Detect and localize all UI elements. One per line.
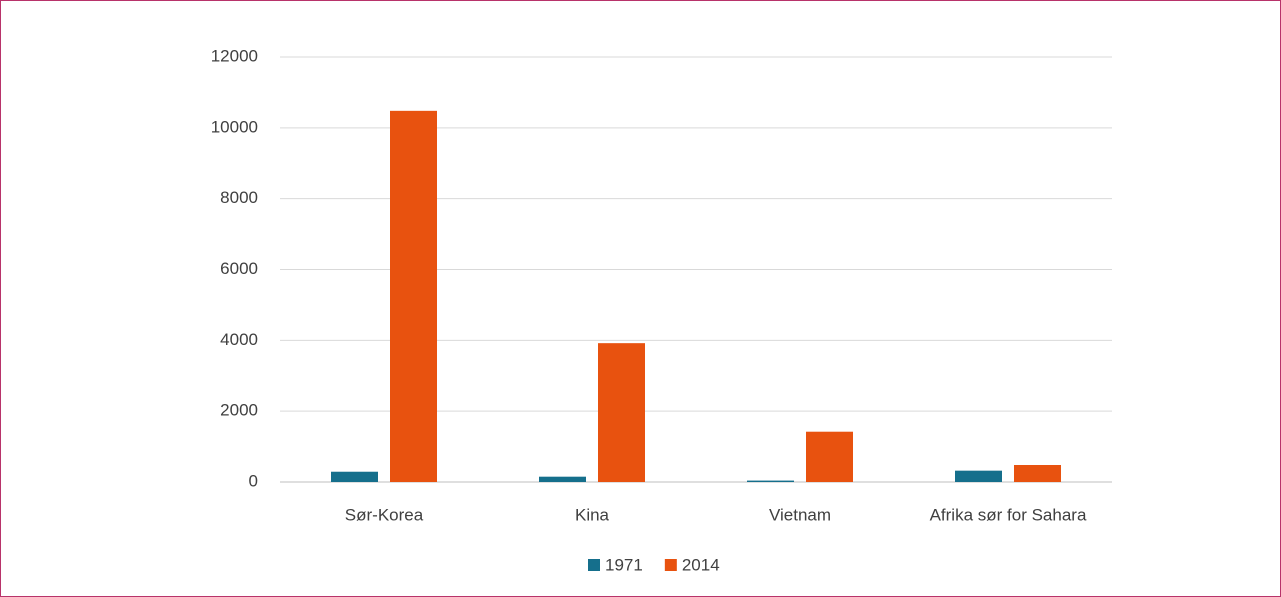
bar	[598, 343, 645, 482]
y-tick-label: 6000	[220, 259, 258, 278]
legend-swatch	[664, 559, 677, 571]
bar	[331, 471, 378, 482]
x-tick-label: Afrika sør for Sahara	[930, 505, 1087, 524]
bar	[539, 476, 586, 482]
x-tick-label: Kina	[575, 505, 610, 524]
bar	[806, 431, 853, 482]
y-tick-label: 12000	[211, 46, 258, 65]
x-tick-label: Sør-Korea	[345, 505, 424, 524]
y-tick-label: 2000	[220, 401, 258, 420]
y-tick-label: 0	[249, 471, 258, 490]
y-tick-label: 8000	[220, 188, 258, 207]
bar	[390, 110, 437, 482]
bar	[1014, 465, 1061, 482]
y-tick-label: 10000	[211, 117, 258, 136]
legend-label: 1971	[605, 555, 643, 574]
legend-swatch	[588, 559, 600, 571]
bar	[955, 470, 1002, 482]
legend-label: 2014	[682, 555, 720, 574]
y-tick-label: 4000	[220, 330, 258, 349]
bar	[747, 480, 794, 482]
x-tick-label: Vietnam	[769, 505, 831, 524]
